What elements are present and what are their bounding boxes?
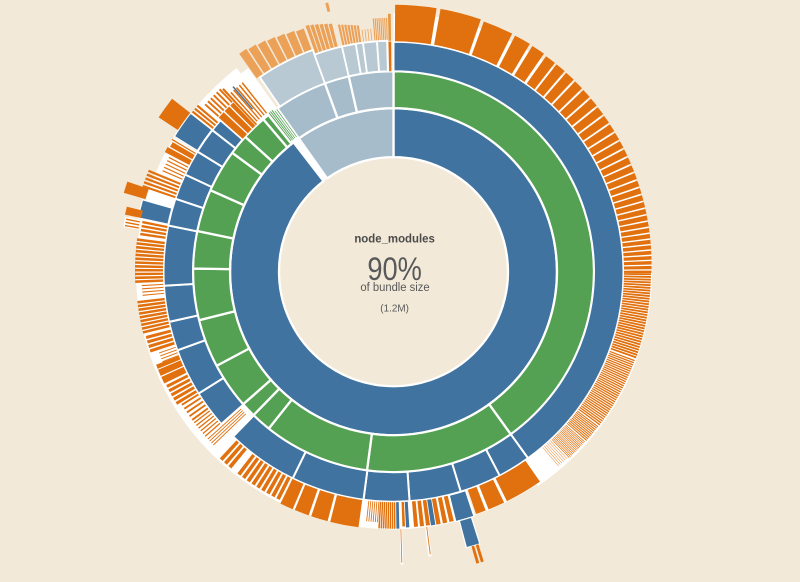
svg-text:of bundle size: of bundle size xyxy=(360,280,429,294)
svg-text:90%: 90% xyxy=(367,251,422,287)
svg-text:(1.2M): (1.2M) xyxy=(380,303,409,315)
svg-text:node_modules: node_modules xyxy=(354,232,435,246)
